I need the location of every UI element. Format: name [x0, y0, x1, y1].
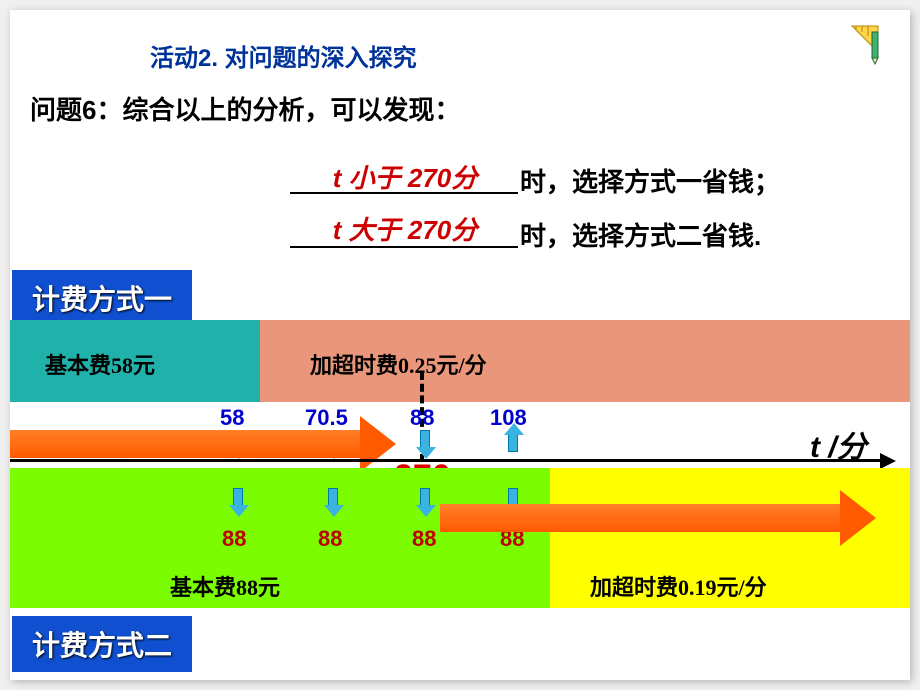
- method1-over-fee: 加超时费0.25元/分: [310, 348, 487, 380]
- method-one-label: 计费方式一: [10, 268, 194, 328]
- ruler-pencil-icon: [848, 22, 892, 66]
- answer-2-fill: t 大于 270分: [300, 210, 510, 247]
- down-arrow-icon: [420, 488, 430, 506]
- axis-arrowhead-icon: [880, 453, 896, 469]
- method1-cheaper-arrow: [10, 430, 360, 458]
- up-arrow-icon: [508, 434, 518, 452]
- down-arrow-icon: [420, 430, 430, 448]
- top-val-58: 58: [220, 405, 244, 431]
- question-6-prefix: 问题6：综合以上的分析，可以发现：: [30, 90, 460, 127]
- activity-heading: 活动2. 对问题的深入探究: [150, 38, 417, 73]
- arrow-head-icon: [360, 416, 396, 472]
- top-val-88: 88: [410, 405, 434, 431]
- answer-2-tail: 时，选择方式二省钱.: [520, 216, 761, 253]
- down-arrow-icon: [328, 488, 338, 506]
- answer-1-tail: 时，选择方式一省钱；: [520, 162, 780, 199]
- method2-base-fee: 基本费88元: [170, 570, 280, 602]
- top-val-70.5: 70.5: [305, 405, 348, 431]
- method2-cheaper-arrow: [440, 504, 840, 532]
- arrow-head-icon: [840, 490, 876, 546]
- method2-over-fee: 加超时费0.19元/分: [590, 570, 767, 602]
- method-two-label: 计费方式二: [10, 614, 194, 674]
- method1-base-fee: 基本费58元: [45, 348, 155, 380]
- answer-1-fill: t 小于 270分: [300, 158, 510, 195]
- bot-val-2: 88: [318, 526, 342, 552]
- bot-val-3: 88: [412, 526, 436, 552]
- slide: 活动2. 对问题的深入探究 问题6：综合以上的分析，可以发现： t 小于 270…: [10, 10, 910, 680]
- bot-val-1: 88: [222, 526, 246, 552]
- t-axis-label: t /分: [810, 422, 867, 466]
- down-arrow-icon: [233, 488, 243, 506]
